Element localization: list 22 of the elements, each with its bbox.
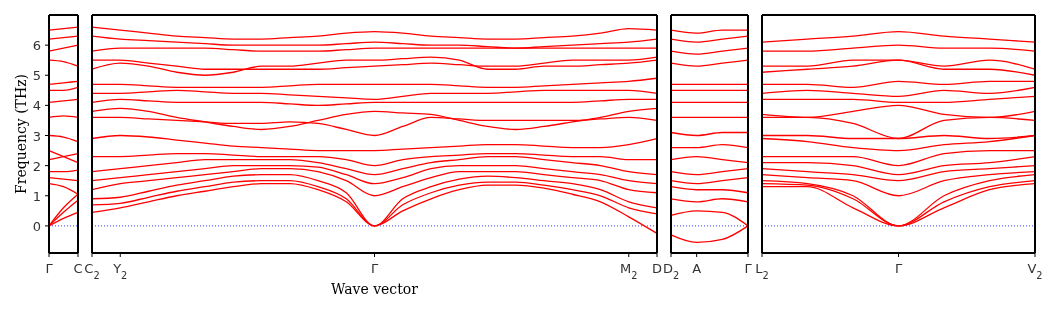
y-tick-label: 1 xyxy=(32,188,41,204)
x-tick-label: Γ xyxy=(744,261,753,276)
y-tick-label: 0 xyxy=(32,218,41,234)
x-tick-label: D$_{2}$ xyxy=(662,261,680,281)
y-tick-label: 3 xyxy=(32,128,41,144)
x-axis-title: Wave vector xyxy=(331,281,419,297)
y-tick-label: 6 xyxy=(32,38,41,54)
x-tick-label: L$_{2}$ xyxy=(755,261,769,281)
x-tick-label: A xyxy=(692,261,702,276)
y-tick-label: 2 xyxy=(32,158,41,174)
x-tick-label: Γ xyxy=(370,261,379,276)
y-axis-title: Frequency (THz) xyxy=(13,73,29,195)
x-tick-label: D xyxy=(651,261,663,276)
x-tick-label: C xyxy=(73,261,83,276)
x-tick-label: C$_{2}$ xyxy=(84,261,100,281)
x-tick-label: M$_{2}$ xyxy=(620,261,638,281)
x-tick-label: Γ xyxy=(45,261,54,276)
x-tick-label: Y$_{2}$ xyxy=(112,261,128,281)
x-tick-label: V$_{2}$ xyxy=(1027,261,1043,281)
y-tick-label: 4 xyxy=(32,98,41,114)
y-tick-label: 5 xyxy=(32,68,41,84)
x-tick-label: Γ xyxy=(894,261,903,276)
